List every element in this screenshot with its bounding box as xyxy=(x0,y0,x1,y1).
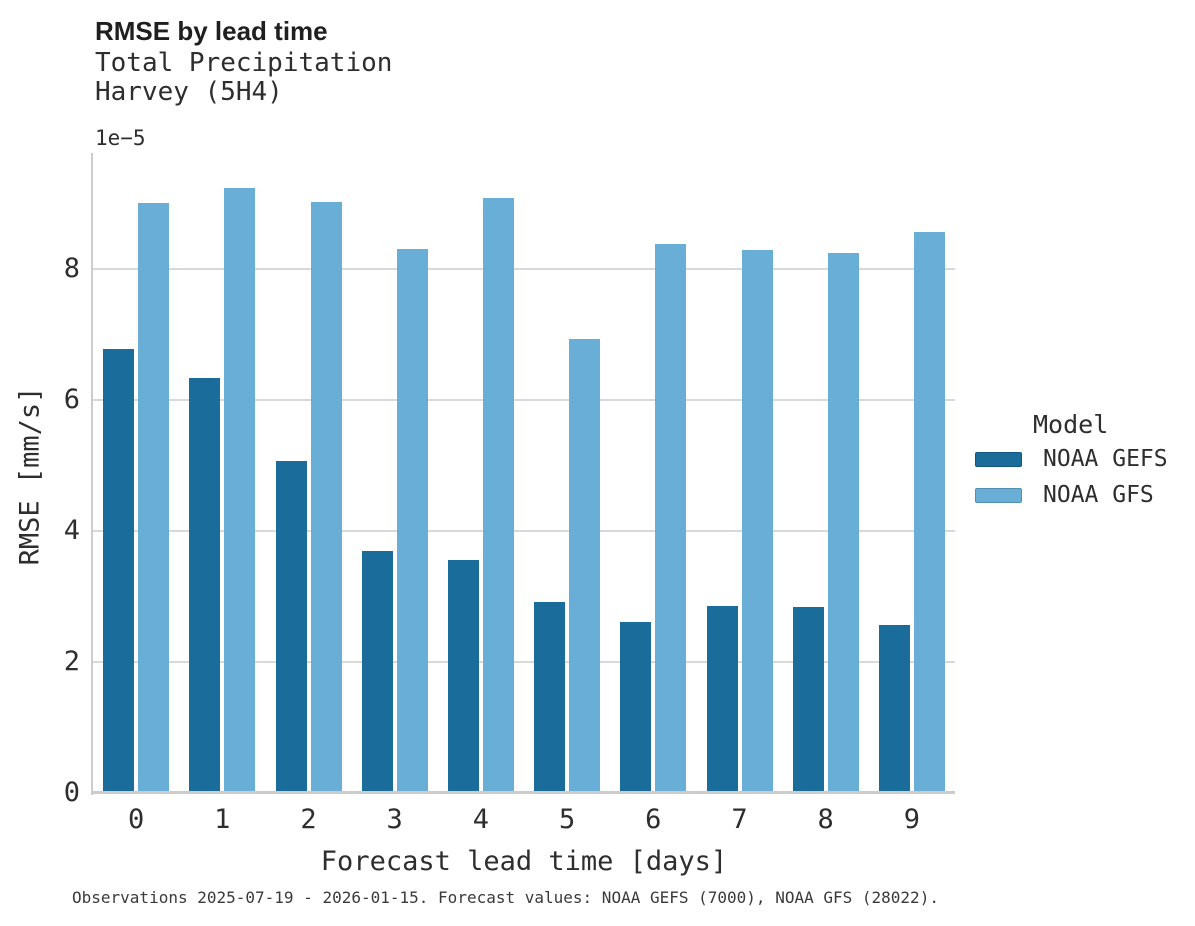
y-tick-label-2: 2 xyxy=(63,645,80,677)
x-tick-label-0: 0 xyxy=(127,804,145,835)
bar-noaa-gfs-8 xyxy=(827,253,859,793)
x-tick-label-8: 8 xyxy=(817,804,834,835)
gridline-y-8 xyxy=(93,267,955,270)
x-tick-label-6: 6 xyxy=(645,804,662,835)
chart-subtitle-line-2: Harvey (5H4) xyxy=(95,77,283,107)
x-tick-label-3: 3 xyxy=(386,804,403,835)
bar-noaa-gfs-9 xyxy=(913,232,945,793)
x-tick-label-5: 5 xyxy=(558,804,576,835)
bar-noaa-gefs-4 xyxy=(447,560,479,793)
bar-noaa-gefs-7 xyxy=(706,605,738,793)
legend-label-noaa-gefs: NOAA GEFS xyxy=(1043,446,1168,472)
y-tick-label-0: 0 xyxy=(63,777,80,808)
x-tick-label-2: 2 xyxy=(300,804,317,835)
bar-noaa-gefs-5 xyxy=(534,601,566,793)
y-axis-scale-offset: 1e−5 xyxy=(95,126,146,150)
x-axis-title: Forecast lead time [days] xyxy=(320,846,728,877)
bar-noaa-gfs-2 xyxy=(310,202,342,793)
bar-noaa-gfs-5 xyxy=(569,339,601,793)
y-tick-label-6: 6 xyxy=(63,383,80,415)
x-tick-label-9: 9 xyxy=(903,804,921,835)
bar-noaa-gefs-2 xyxy=(275,460,307,793)
bar-noaa-gfs-0 xyxy=(138,202,170,793)
gridline-y-2 xyxy=(93,660,955,663)
legend-item-noaa-gefs: NOAA GEFS xyxy=(975,442,1195,476)
x-tick-label-1: 1 xyxy=(214,804,231,835)
legend-swatch-noaa-gfs xyxy=(975,487,1022,503)
chart-subtitle: Total Precipitation Harvey (5H4) xyxy=(95,49,392,107)
legend-title: Model xyxy=(1033,410,1109,439)
chart-subtitle-line-1: Total Precipitation xyxy=(95,48,393,78)
legend-label-noaa-gfs: NOAA GFS xyxy=(1043,482,1154,508)
bar-noaa-gefs-6 xyxy=(620,622,652,793)
gridline-y-6 xyxy=(93,398,955,401)
bar-noaa-gfs-6 xyxy=(655,244,687,793)
bar-noaa-gfs-4 xyxy=(482,198,514,793)
legend: Model NOAA GEFS NOAA GFS xyxy=(975,410,1195,512)
chart-footer: Observations 2025-07-19 - 2026-01-15. Fo… xyxy=(72,888,939,907)
chart-title: RMSE by lead time xyxy=(95,16,328,46)
bar-noaa-gefs-8 xyxy=(792,606,824,793)
bar-noaa-gfs-3 xyxy=(396,248,428,793)
legend-swatch-noaa-gefs xyxy=(975,451,1022,467)
x-axis-spine xyxy=(91,791,955,794)
bar-noaa-gefs-1 xyxy=(189,377,221,793)
bar-noaa-gefs-3 xyxy=(361,550,393,793)
legend-item-noaa-gfs: NOAA GFS xyxy=(975,478,1195,512)
plot-area xyxy=(93,153,955,793)
y-tick-label-4: 4 xyxy=(63,514,80,546)
y-axis-spine xyxy=(91,153,93,795)
y-tick-label-8: 8 xyxy=(63,252,80,284)
bar-noaa-gfs-7 xyxy=(741,249,773,793)
x-tick-label-7: 7 xyxy=(731,804,748,835)
bar-noaa-gefs-9 xyxy=(878,625,910,793)
bar-noaa-gfs-1 xyxy=(224,187,256,793)
gridline-y-4 xyxy=(93,529,955,532)
x-tick-label-4: 4 xyxy=(472,804,490,835)
bar-noaa-gefs-0 xyxy=(103,348,135,793)
